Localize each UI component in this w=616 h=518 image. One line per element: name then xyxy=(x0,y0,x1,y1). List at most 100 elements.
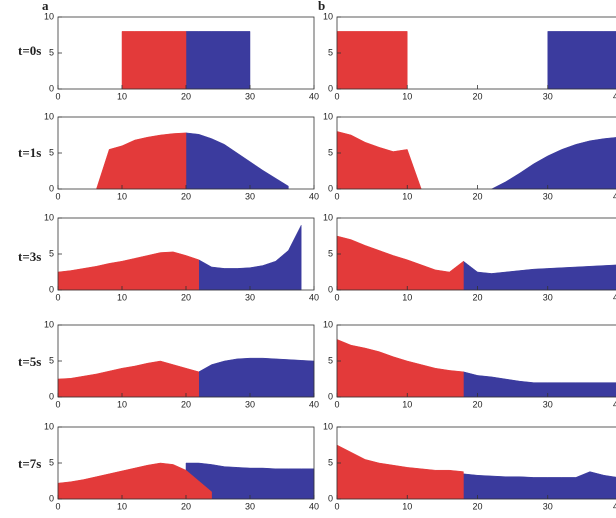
fluid-area xyxy=(336,444,464,500)
x-tick-label: 40 xyxy=(613,501,616,511)
x-tick-label: 20 xyxy=(181,501,191,511)
fluid-area xyxy=(57,251,200,291)
fluid-area xyxy=(57,462,212,500)
x-tick-label: 40 xyxy=(613,91,616,101)
x-tick-label: 40 xyxy=(309,399,319,409)
y-tick-label: 5 xyxy=(328,355,333,365)
x-tick-label: 40 xyxy=(309,501,319,511)
x-tick-label: 20 xyxy=(472,399,482,409)
y-tick-label: 0 xyxy=(49,183,54,193)
x-tick-label: 40 xyxy=(613,191,616,201)
x-tick-label: 10 xyxy=(117,191,127,201)
fluid-area xyxy=(185,462,315,500)
y-tick-label: 10 xyxy=(323,212,333,222)
x-tick-label: 30 xyxy=(245,501,255,511)
y-tick-label: 10 xyxy=(44,319,54,329)
y-tick-label: 0 xyxy=(328,284,333,294)
x-tick-label: 30 xyxy=(245,91,255,101)
x-tick-label: 20 xyxy=(472,191,482,201)
x-tick-label: 30 xyxy=(245,191,255,201)
panel: 0 5 10 0 10 20 30 40 xyxy=(323,319,616,409)
y-tick-label: 10 xyxy=(323,111,333,121)
x-tick-label: 20 xyxy=(472,292,482,302)
x-tick-label: 10 xyxy=(117,399,127,409)
fluid-area xyxy=(185,31,251,90)
y-tick-label: 5 xyxy=(328,248,333,258)
x-tick-label: 30 xyxy=(543,399,553,409)
fluid-area xyxy=(336,339,464,398)
x-tick-label: 30 xyxy=(543,292,553,302)
fluid-area xyxy=(336,31,408,90)
y-tick-label: 10 xyxy=(44,421,54,431)
row-label: t=1s xyxy=(18,145,41,160)
fluid-area xyxy=(198,357,315,398)
y-tick-label: 0 xyxy=(328,493,333,503)
fluid-area xyxy=(547,31,616,90)
panel: 0 5 10 0 10 20 30 40 xyxy=(323,11,616,101)
panel: 0 5 10 0 10 20 30 40 xyxy=(323,212,616,302)
x-tick-label: 10 xyxy=(402,292,412,302)
x-tick-label: 30 xyxy=(543,501,553,511)
panel: 0 5 10 0 10 20 30 40 xyxy=(44,212,319,302)
y-tick-label: 0 xyxy=(328,83,333,93)
y-tick-label: 5 xyxy=(328,147,333,157)
x-tick-label: 10 xyxy=(402,91,412,101)
row-label: t=3s xyxy=(18,249,41,264)
x-tick-label: 40 xyxy=(309,191,319,201)
x-tick-label: 0 xyxy=(55,292,60,302)
fluid-area xyxy=(463,260,616,291)
panel: 0 5 10 0 10 20 30 40 xyxy=(44,319,319,409)
x-tick-label: 30 xyxy=(245,292,255,302)
fluid-area xyxy=(336,235,464,291)
fluid-area xyxy=(463,371,616,398)
y-tick-label: 0 xyxy=(49,391,54,401)
x-tick-label: 0 xyxy=(334,91,339,101)
x-tick-label: 40 xyxy=(613,292,616,302)
y-tick-label: 10 xyxy=(44,212,54,222)
panel-label: a xyxy=(42,0,49,13)
fluid-area xyxy=(96,132,187,190)
panel-label: b xyxy=(318,0,325,13)
y-tick-label: 0 xyxy=(49,493,54,503)
row-label: t=5s xyxy=(18,354,41,369)
x-tick-label: 0 xyxy=(55,91,60,101)
y-tick-label: 5 xyxy=(328,457,333,467)
row-label: t=7s xyxy=(18,456,41,471)
y-tick-label: 10 xyxy=(323,421,333,431)
y-tick-label: 0 xyxy=(49,284,54,294)
x-tick-label: 0 xyxy=(334,501,339,511)
panel: 0 5 10 0 10 20 30 40 xyxy=(323,111,616,201)
fluid-area xyxy=(491,137,616,190)
y-tick-label: 10 xyxy=(323,11,333,21)
x-tick-label: 20 xyxy=(181,292,191,302)
fluid-area xyxy=(198,225,302,291)
x-tick-label: 10 xyxy=(117,501,127,511)
x-tick-label: 20 xyxy=(181,91,191,101)
x-tick-label: 10 xyxy=(402,191,412,201)
panel: 0 5 10 0 10 20 30 40 xyxy=(323,421,616,511)
x-tick-label: 0 xyxy=(55,191,60,201)
x-tick-label: 0 xyxy=(334,399,339,409)
fluid-area xyxy=(57,360,200,398)
y-tick-label: 5 xyxy=(328,47,333,57)
y-tick-label: 5 xyxy=(49,248,54,258)
x-tick-label: 30 xyxy=(543,191,553,201)
panel: 0 5 10 0 10 20 30 40 xyxy=(44,421,319,511)
y-tick-label: 10 xyxy=(44,111,54,121)
x-tick-label: 40 xyxy=(309,91,319,101)
y-tick-label: 5 xyxy=(49,355,54,365)
fluid-area xyxy=(336,131,422,190)
y-tick-label: 5 xyxy=(49,47,54,57)
y-tick-label: 10 xyxy=(323,319,333,329)
panel: 0 5 10 0 10 20 30 40 xyxy=(44,11,319,101)
fluid-area xyxy=(121,31,187,90)
x-tick-label: 40 xyxy=(613,399,616,409)
y-tick-label: 5 xyxy=(49,147,54,157)
x-tick-label: 20 xyxy=(472,91,482,101)
x-tick-label: 10 xyxy=(117,292,127,302)
panel: 0 5 10 0 10 20 30 40 xyxy=(44,111,319,201)
y-tick-label: 0 xyxy=(49,83,54,93)
x-tick-label: 30 xyxy=(543,91,553,101)
row-label: t=0s xyxy=(18,43,41,58)
